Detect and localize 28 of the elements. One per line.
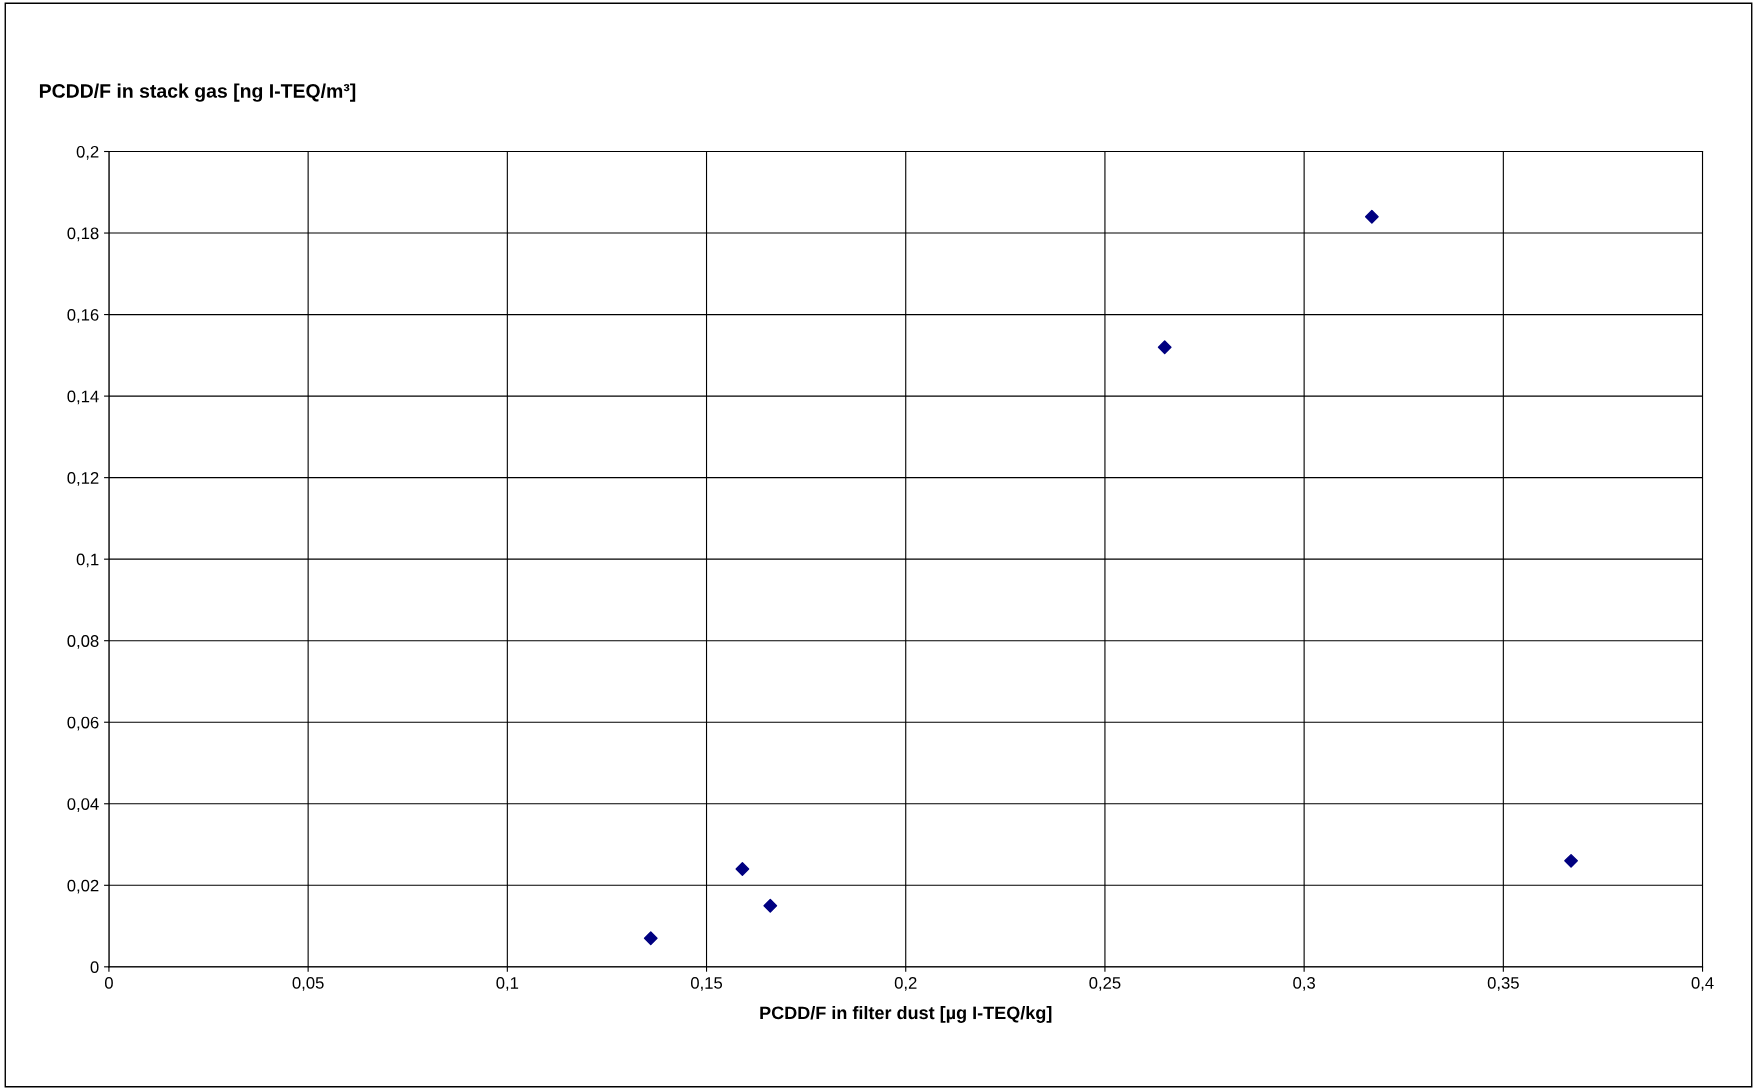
y-tick-label: 0,04 (67, 798, 99, 812)
x-axis-title: PCDD/F in filter dust [µg I-TEQ/kg] (760, 1005, 1052, 1023)
x-tick-label: 0,3 (1293, 976, 1315, 991)
y-tick-label: 0,14 (67, 390, 99, 405)
y-axis-title: PCDD/F in stack gas [ng I-TEQ/m³] (39, 83, 356, 102)
y-tick-label: 0,12 (67, 472, 99, 486)
point (1364, 209, 1379, 224)
x-tick-label: 0 (104, 976, 113, 989)
y-tick-label: 0,2 (76, 145, 99, 160)
point (643, 931, 658, 946)
x-tick-label: 0,2 (894, 976, 917, 991)
x-tick-label: 0,4 (1691, 976, 1714, 991)
y-tick-label: 0,02 (67, 879, 99, 894)
y-tick-label: 0,18 (67, 227, 99, 242)
x-tick-label: 0,05 (292, 976, 324, 991)
y-tick-label: 0,08 (67, 635, 99, 649)
point (1564, 853, 1578, 868)
x-tick-label: 0,1 (496, 976, 519, 991)
x-tick-label: 0,15 (690, 976, 723, 991)
point (735, 862, 750, 876)
y-tick-label: 0,06 (67, 716, 99, 731)
y-tick-label: 0,1 (76, 553, 99, 568)
point (1157, 340, 1172, 355)
x-tick-label: 0,25 (1089, 976, 1121, 991)
x-tick-label: 0,35 (1487, 976, 1519, 991)
y-tick-label: 0,16 (67, 308, 99, 323)
y-tick-label: 0 (90, 961, 99, 974)
point (763, 898, 778, 913)
